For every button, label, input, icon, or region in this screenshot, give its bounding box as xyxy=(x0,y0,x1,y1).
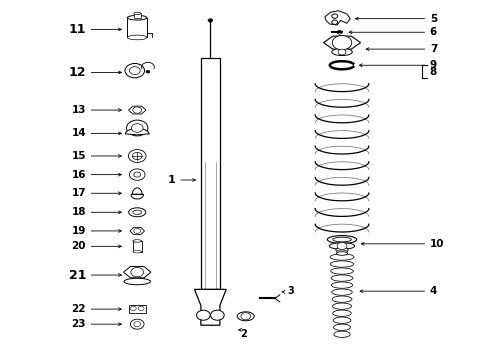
Text: 1: 1 xyxy=(167,175,175,185)
Bar xyxy=(200,58,220,289)
Ellipse shape xyxy=(127,35,147,40)
Text: 23: 23 xyxy=(71,319,86,329)
Ellipse shape xyxy=(331,48,351,55)
Circle shape xyxy=(125,63,144,78)
Text: 2: 2 xyxy=(240,329,246,339)
Circle shape xyxy=(132,152,142,159)
Circle shape xyxy=(134,321,141,327)
Circle shape xyxy=(210,310,224,320)
Polygon shape xyxy=(128,106,146,114)
Circle shape xyxy=(331,20,337,24)
Text: 10: 10 xyxy=(429,239,444,249)
Circle shape xyxy=(133,107,142,113)
Text: 7: 7 xyxy=(429,44,436,54)
Text: 22: 22 xyxy=(71,304,86,314)
Ellipse shape xyxy=(329,254,353,260)
Ellipse shape xyxy=(133,251,142,253)
Polygon shape xyxy=(130,228,144,234)
Circle shape xyxy=(336,242,346,249)
Ellipse shape xyxy=(332,237,350,242)
Ellipse shape xyxy=(336,250,346,253)
Ellipse shape xyxy=(336,252,347,255)
Bar xyxy=(129,305,145,313)
Circle shape xyxy=(130,319,144,329)
Ellipse shape xyxy=(332,310,350,316)
Ellipse shape xyxy=(331,296,351,302)
Ellipse shape xyxy=(333,324,350,330)
Ellipse shape xyxy=(127,15,147,20)
Bar xyxy=(127,18,147,37)
Text: 15: 15 xyxy=(71,151,86,161)
Circle shape xyxy=(196,310,210,320)
Circle shape xyxy=(129,169,145,180)
Ellipse shape xyxy=(134,12,141,15)
Ellipse shape xyxy=(237,312,254,321)
Text: 13: 13 xyxy=(71,105,86,115)
Ellipse shape xyxy=(330,268,352,274)
Circle shape xyxy=(146,70,150,73)
Ellipse shape xyxy=(329,243,354,249)
Circle shape xyxy=(331,14,337,18)
Text: 12: 12 xyxy=(68,66,86,79)
Circle shape xyxy=(207,19,212,22)
Polygon shape xyxy=(123,266,151,278)
Polygon shape xyxy=(131,188,143,199)
Polygon shape xyxy=(125,129,149,135)
Circle shape xyxy=(130,306,136,311)
Ellipse shape xyxy=(133,240,142,242)
Circle shape xyxy=(129,67,140,75)
Text: 18: 18 xyxy=(71,207,86,217)
Circle shape xyxy=(126,120,148,136)
Text: 3: 3 xyxy=(286,286,293,296)
Polygon shape xyxy=(325,11,349,25)
Ellipse shape xyxy=(327,235,356,243)
Ellipse shape xyxy=(330,261,353,267)
Circle shape xyxy=(128,149,146,162)
Text: 20: 20 xyxy=(71,241,86,251)
Text: 21: 21 xyxy=(68,269,86,282)
Text: 11: 11 xyxy=(68,23,86,36)
Text: 17: 17 xyxy=(71,188,86,198)
Ellipse shape xyxy=(332,317,350,323)
Text: 16: 16 xyxy=(71,170,86,180)
Text: 6: 6 xyxy=(429,27,436,37)
Bar xyxy=(133,241,142,252)
Polygon shape xyxy=(323,36,360,49)
Ellipse shape xyxy=(133,210,142,215)
Ellipse shape xyxy=(331,282,352,288)
Bar xyxy=(134,13,141,18)
Text: 4: 4 xyxy=(429,286,436,296)
Text: 14: 14 xyxy=(71,129,86,138)
Circle shape xyxy=(336,31,341,34)
Ellipse shape xyxy=(335,247,347,252)
Ellipse shape xyxy=(124,278,150,285)
Circle shape xyxy=(131,124,143,132)
Ellipse shape xyxy=(128,208,145,217)
Ellipse shape xyxy=(330,275,352,281)
Ellipse shape xyxy=(333,331,349,337)
Circle shape xyxy=(337,49,345,55)
Text: 19: 19 xyxy=(72,226,86,236)
Text: 8: 8 xyxy=(429,67,436,77)
Circle shape xyxy=(241,313,250,320)
Ellipse shape xyxy=(332,303,351,309)
Circle shape xyxy=(134,172,141,177)
Circle shape xyxy=(134,228,141,233)
Ellipse shape xyxy=(331,289,351,295)
Circle shape xyxy=(131,267,143,277)
Text: 5: 5 xyxy=(429,14,436,24)
Text: 9: 9 xyxy=(429,60,436,70)
Polygon shape xyxy=(194,289,226,325)
Circle shape xyxy=(331,36,351,50)
Circle shape xyxy=(138,306,144,311)
